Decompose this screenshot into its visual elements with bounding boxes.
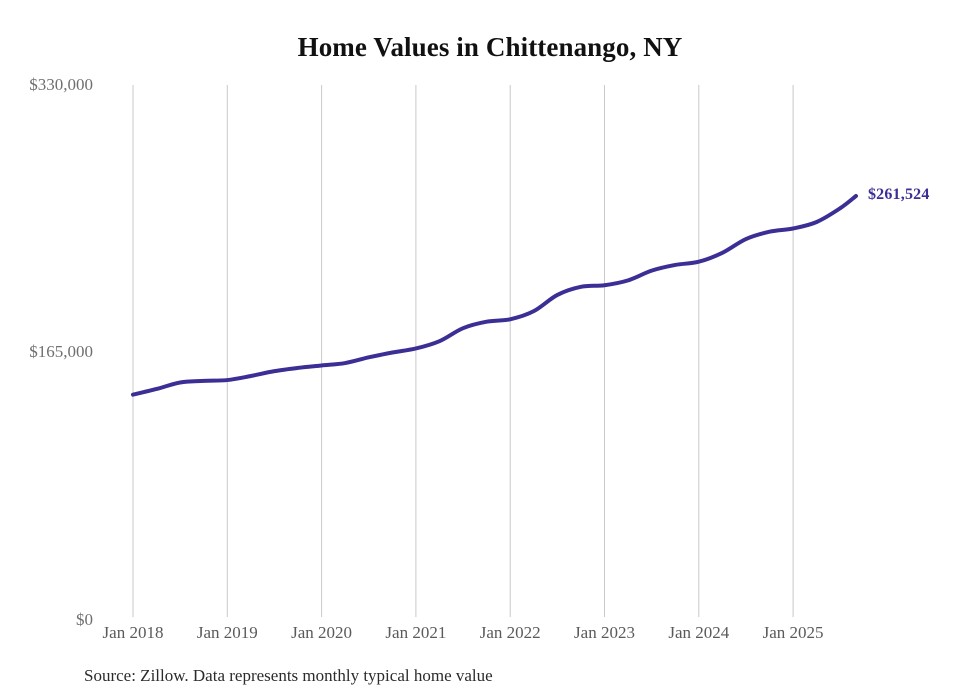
x-axis-tick-label: Jan 2023 bbox=[574, 623, 635, 642]
x-axis-tick-label: Jan 2022 bbox=[479, 623, 541, 642]
x-axis-tick-label: Jan 2024 bbox=[668, 623, 730, 642]
y-axis-tick-label-middle: $165,000 bbox=[29, 342, 93, 361]
data-line-path bbox=[131, 194, 858, 397]
y-axis-tick-label-bottom: $0 bbox=[76, 610, 93, 629]
gridlines bbox=[132, 85, 794, 617]
x-axis-tick-label: Jan 2021 bbox=[385, 623, 447, 642]
source-footnote: Source: Zillow. Data represents monthly … bbox=[84, 666, 493, 685]
x-axis-tick-label: Jan 2020 bbox=[291, 623, 353, 642]
x-axis-tick-label: Jan 2019 bbox=[196, 623, 258, 642]
data-series-line bbox=[131, 194, 858, 397]
x-axis-tick-label: Jan 2025 bbox=[762, 623, 824, 642]
end-value-annotation: $261,524 bbox=[867, 186, 930, 203]
y-axis-tick-label-top: $330,000 bbox=[29, 75, 93, 94]
x-axis-tick-label: Jan 2018 bbox=[102, 623, 164, 642]
chart-title: Home Values in Chittenango, NY bbox=[297, 32, 683, 62]
